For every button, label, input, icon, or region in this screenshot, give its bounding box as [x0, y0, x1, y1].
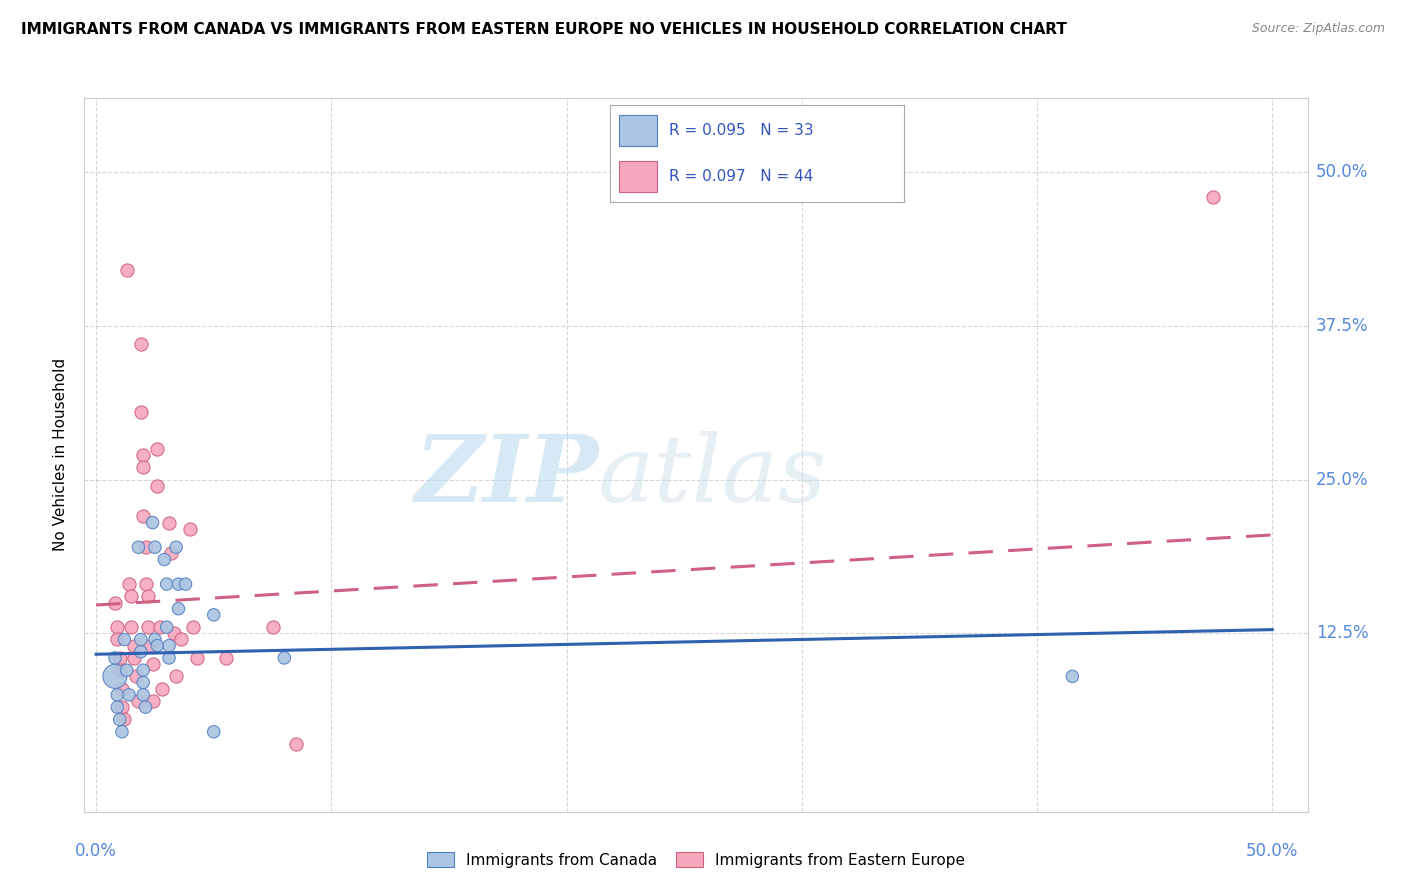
Point: [118, 688, 141, 702]
Point: [115, 663, 138, 677]
Point: [111, 681, 134, 696]
Point: [104, 596, 127, 610]
Point: [139, 639, 162, 653]
Point: [143, 540, 166, 554]
Point: [146, 478, 169, 492]
Point: [202, 724, 225, 739]
Point: [202, 607, 225, 622]
Point: [157, 516, 180, 530]
Point: [127, 540, 149, 554]
Point: [105, 688, 128, 702]
Y-axis label: No Vehicles in Household: No Vehicles in Household: [53, 359, 69, 551]
Point: [129, 632, 152, 647]
Point: [157, 651, 180, 665]
Point: [143, 632, 166, 647]
Point: [181, 620, 204, 634]
Point: [170, 632, 193, 647]
Point: [163, 626, 186, 640]
Point: [111, 724, 134, 739]
Point: [262, 620, 284, 634]
Point: [105, 632, 128, 647]
Point: [186, 651, 208, 665]
Point: [146, 442, 169, 456]
Point: [112, 632, 135, 647]
Legend: Immigrants from Canada, Immigrants from Eastern Europe: Immigrants from Canada, Immigrants from …: [419, 844, 973, 875]
Text: IMMIGRANTS FROM CANADA VS IMMIGRANTS FROM EASTERN EUROPE NO VEHICLES IN HOUSEHOL: IMMIGRANTS FROM CANADA VS IMMIGRANTS FRO…: [21, 22, 1067, 37]
Point: [120, 620, 142, 634]
Point: [111, 700, 134, 714]
Point: [108, 713, 131, 727]
Point: [105, 620, 128, 634]
Point: [156, 577, 179, 591]
Point: [136, 590, 159, 604]
Point: [165, 540, 187, 554]
Point: [112, 713, 135, 727]
Point: [146, 639, 169, 653]
Point: [179, 522, 201, 536]
Point: [273, 651, 295, 665]
Point: [127, 694, 149, 708]
Point: [122, 639, 145, 653]
Point: [167, 577, 190, 591]
Point: [1062, 669, 1084, 683]
Point: [160, 546, 183, 560]
Point: [1202, 189, 1225, 203]
Point: [129, 645, 152, 659]
Text: 50.0%: 50.0%: [1246, 842, 1299, 860]
Point: [129, 337, 152, 351]
Point: [132, 663, 155, 677]
Point: [104, 651, 127, 665]
Point: [132, 675, 155, 690]
Text: Source: ZipAtlas.com: Source: ZipAtlas.com: [1251, 22, 1385, 36]
Point: [142, 694, 165, 708]
Point: [156, 620, 179, 634]
Point: [135, 700, 157, 714]
Text: 12.5%: 12.5%: [1316, 624, 1368, 642]
Point: [165, 669, 187, 683]
Point: [115, 263, 138, 277]
Point: [214, 651, 236, 665]
Point: [108, 651, 131, 665]
Point: [149, 620, 172, 634]
Point: [142, 657, 165, 671]
Point: [174, 577, 197, 591]
Point: [105, 700, 128, 714]
Text: ZIP: ZIP: [413, 432, 598, 521]
Point: [132, 448, 155, 462]
Bar: [619, 161, 658, 192]
Point: [132, 688, 155, 702]
Point: [157, 639, 180, 653]
Text: 25.0%: 25.0%: [1316, 470, 1368, 489]
Point: [135, 540, 157, 554]
Point: [129, 405, 152, 419]
Point: [142, 516, 165, 530]
Point: [135, 577, 157, 591]
Point: [132, 460, 155, 475]
Text: R = 0.097   N = 44: R = 0.097 N = 44: [669, 169, 814, 184]
Point: [132, 509, 155, 524]
Point: [120, 590, 142, 604]
Point: [136, 620, 159, 634]
Text: R = 0.095   N = 33: R = 0.095 N = 33: [669, 123, 814, 137]
Point: [104, 669, 127, 683]
Point: [167, 601, 190, 615]
Point: [285, 737, 308, 751]
Point: [125, 669, 148, 683]
Bar: [619, 115, 658, 145]
Point: [150, 681, 173, 696]
Point: [122, 651, 145, 665]
Text: 50.0%: 50.0%: [1316, 163, 1368, 181]
Text: 0.0%: 0.0%: [75, 842, 117, 860]
Point: [118, 577, 141, 591]
Point: [153, 552, 176, 566]
Text: atlas: atlas: [598, 432, 828, 521]
Text: 37.5%: 37.5%: [1316, 317, 1368, 334]
Point: [108, 663, 131, 677]
